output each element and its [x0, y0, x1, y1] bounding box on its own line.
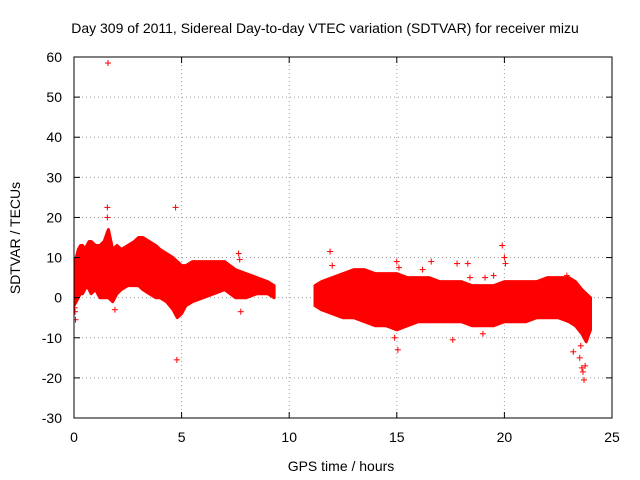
data-point: [393, 258, 400, 265]
data-point: [173, 356, 180, 363]
data-point: [454, 260, 461, 267]
data-band: [313, 268, 592, 344]
data-band: [74, 228, 276, 320]
data-point: [579, 368, 586, 375]
data-point: [74, 304, 78, 311]
data-point: [327, 248, 334, 255]
data-point: [479, 330, 486, 337]
data-series: [74, 60, 592, 383]
x-tick-label: 20: [497, 429, 513, 445]
y-tick-label: 30: [46, 169, 62, 185]
data-point: [329, 262, 336, 269]
x-tick-label: 5: [178, 429, 186, 445]
data-point: [449, 336, 456, 343]
data-point: [583, 330, 590, 337]
data-point: [428, 258, 435, 265]
y-tick-label: -30: [42, 410, 62, 426]
data-point: [466, 274, 473, 281]
data-point: [577, 342, 584, 349]
data-point: [464, 260, 471, 267]
x-tick-label: 25: [604, 429, 620, 445]
x-tick-label: 10: [281, 429, 297, 445]
data-point: [501, 254, 508, 261]
data-point: [172, 204, 179, 211]
data-point: [395, 264, 402, 271]
data-point: [105, 60, 112, 67]
y-tick-label: -20: [42, 370, 62, 386]
data-point: [499, 242, 506, 249]
data-point: [482, 274, 489, 281]
data-point: [578, 364, 585, 371]
x-tick-label: 15: [389, 429, 405, 445]
y-tick-label: 0: [54, 290, 62, 306]
y-tick-label: 10: [46, 250, 62, 266]
y-axis-label: SDTVAR / TECUs: [7, 182, 23, 294]
data-point: [394, 346, 401, 353]
x-tick-label: 0: [70, 429, 78, 445]
axis-ticks: 0 5 10 15 20 25 -30 -20 -10 0 10 20 30 40 50 60: [42, 49, 620, 445]
data-point: [576, 354, 583, 361]
data-point: [391, 334, 398, 341]
data-point: [582, 362, 589, 369]
y-tick-label: 20: [46, 209, 62, 225]
plot-border: [73, 56, 613, 419]
y-tick-label: 40: [46, 129, 62, 145]
x-axis-label: GPS time / hours: [288, 458, 395, 474]
y-tick-label: 50: [46, 89, 62, 105]
data-point: [237, 308, 244, 315]
data-point: [236, 256, 243, 263]
data-point: [419, 266, 426, 273]
data-point: [104, 214, 111, 221]
data-point: [104, 204, 111, 211]
data-point: [570, 348, 577, 355]
data-point: [74, 316, 79, 323]
data-point: [490, 272, 497, 279]
data-point: [111, 306, 118, 313]
data-point: [502, 260, 509, 267]
data-point: [563, 272, 570, 279]
y-tick-label: -10: [42, 330, 62, 346]
data-point: [235, 250, 242, 257]
y-tick-label: 60: [46, 49, 62, 65]
data-point: [581, 376, 588, 383]
chart-title: Day 309 of 2011, Sidereal Day-to-day VTE…: [71, 20, 579, 36]
